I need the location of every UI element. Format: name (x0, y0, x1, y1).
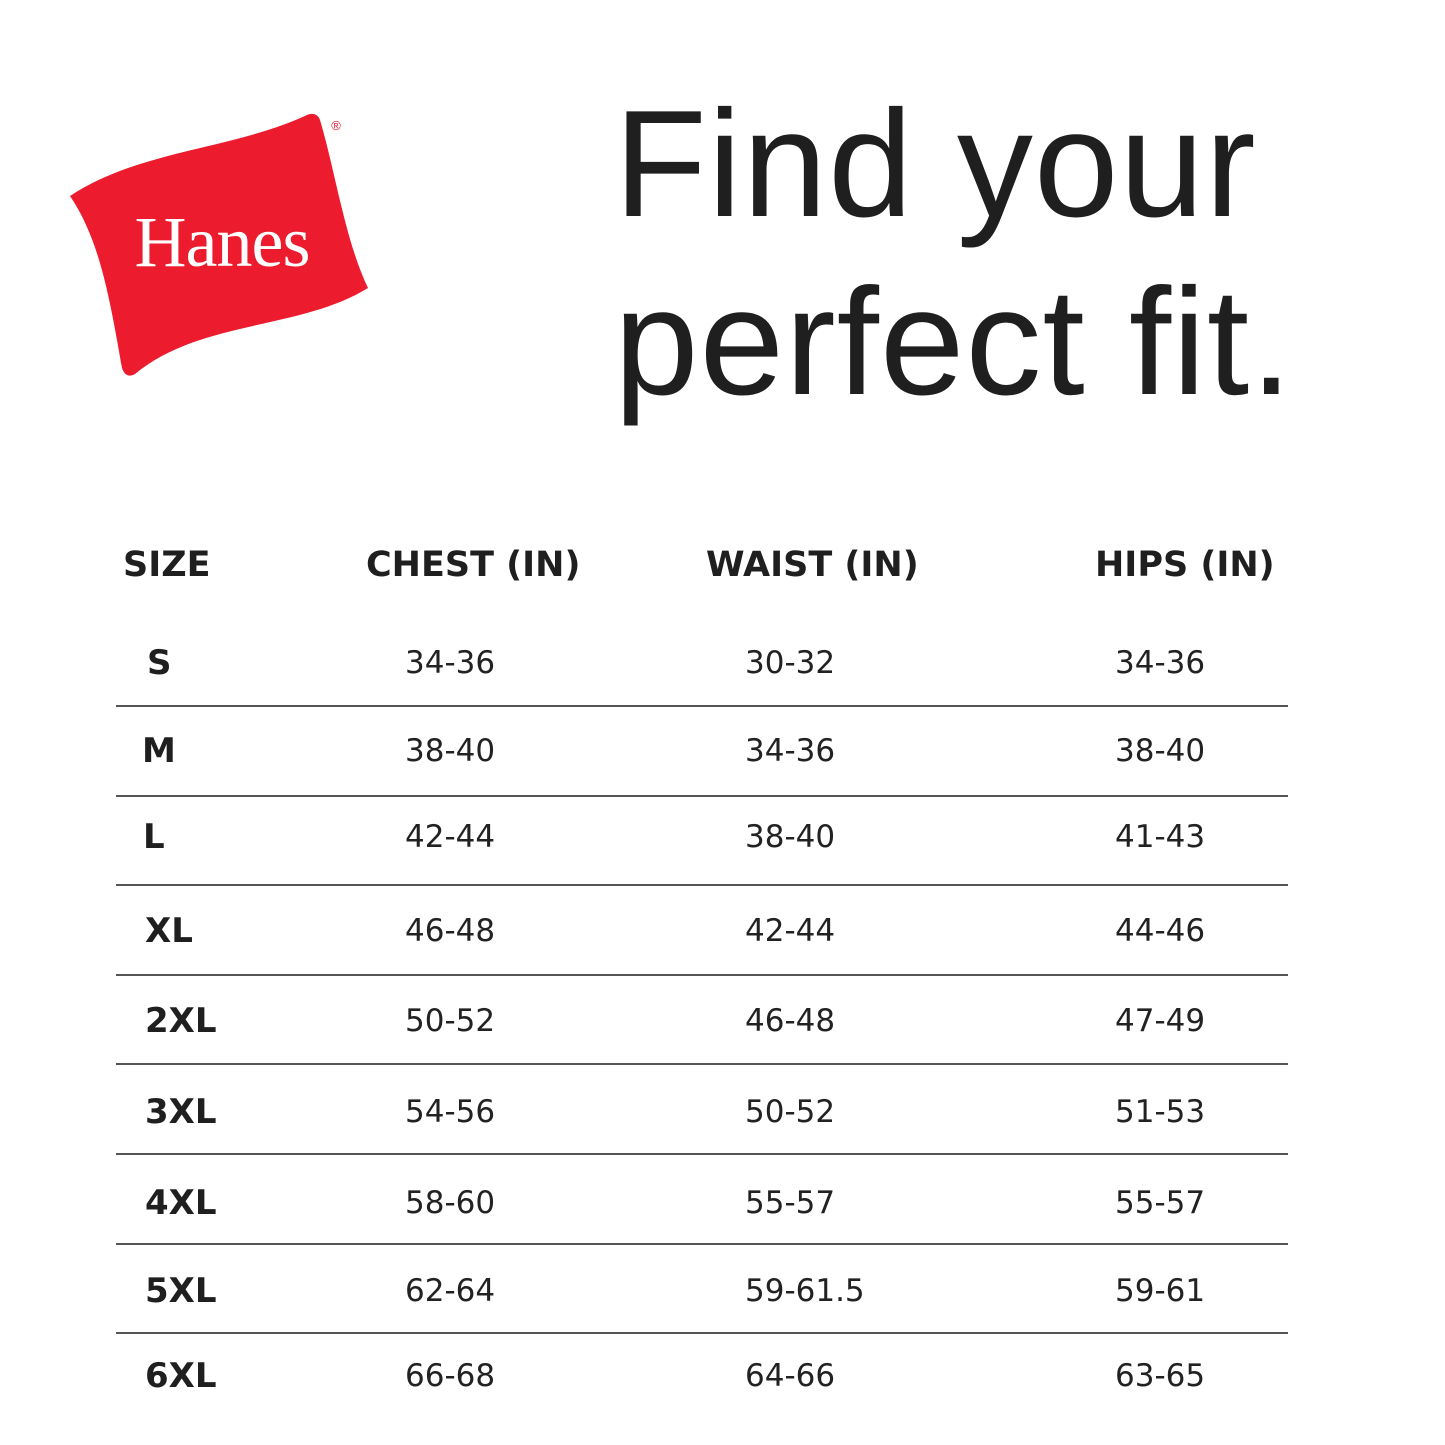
table-row: S 34-36 30-32 34-36 (0, 643, 1445, 683)
table-row: 3XL 54-56 50-52 51-53 (0, 1092, 1445, 1132)
hips-cell: 41-43 (1115, 819, 1206, 855)
row-divider (116, 1063, 1288, 1065)
hips-cell: 55-57 (1115, 1185, 1206, 1221)
waist-cell: 50-52 (745, 1094, 836, 1130)
row-divider (116, 705, 1288, 707)
header-chest: CHEST (IN) (366, 545, 581, 585)
waist-cell: 30-32 (745, 645, 836, 681)
chest-cell: 46-48 (405, 913, 496, 949)
waist-cell: 59-61.5 (745, 1273, 865, 1309)
table-row: XL 46-48 42-44 44-46 (0, 911, 1445, 951)
chest-cell: 66-68 (405, 1358, 496, 1394)
row-divider (116, 1243, 1288, 1245)
size-cell: M (142, 731, 176, 771)
table-row: 4XL 58-60 55-57 55-57 (0, 1183, 1445, 1223)
chest-cell: 62-64 (405, 1273, 496, 1309)
chest-cell: 58-60 (405, 1185, 496, 1221)
size-cell: L (143, 817, 165, 857)
row-divider (116, 1153, 1288, 1155)
chest-cell: 42-44 (405, 819, 496, 855)
headline-line-1: Find your (614, 79, 1257, 249)
size-cell: S (147, 643, 172, 683)
table-row: M 38-40 34-36 38-40 (0, 731, 1445, 771)
waist-cell: 55-57 (745, 1185, 836, 1221)
hips-cell: 59-61 (1115, 1273, 1206, 1309)
table-row: 2XL 50-52 46-48 47-49 (0, 1001, 1445, 1041)
hips-cell: 63-65 (1115, 1358, 1206, 1394)
header-waist: WAIST (IN) (706, 545, 919, 585)
header-size: SIZE (123, 545, 211, 585)
size-cell: 4XL (145, 1183, 217, 1223)
headline-line-2: perfect fit. (614, 257, 1294, 427)
row-divider (116, 974, 1288, 976)
waist-cell: 42-44 (745, 913, 836, 949)
row-divider (116, 884, 1288, 886)
header-hips: HIPS (IN) (1095, 545, 1275, 585)
hips-cell: 51-53 (1115, 1094, 1206, 1130)
size-cell: 3XL (145, 1092, 217, 1132)
waist-cell: 34-36 (745, 733, 836, 769)
svg-text:Hanes: Hanes (135, 202, 310, 282)
row-divider (116, 1332, 1288, 1334)
row-divider (116, 795, 1288, 797)
hips-cell: 34-36 (1115, 645, 1206, 681)
size-cell: XL (145, 911, 193, 951)
size-cell: 6XL (145, 1356, 217, 1396)
hips-cell: 38-40 (1115, 733, 1206, 769)
hanes-logo: Hanes ® (70, 113, 368, 376)
table-row: L 42-44 38-40 41-43 (0, 817, 1445, 857)
waist-cell: 38-40 (745, 819, 836, 855)
chest-cell: 34-36 (405, 645, 496, 681)
table-row: 6XL 66-68 64-66 63-65 (0, 1356, 1445, 1396)
waist-cell: 64-66 (745, 1358, 836, 1394)
size-cell: 2XL (145, 1001, 217, 1041)
chest-cell: 50-52 (405, 1003, 496, 1039)
chest-cell: 54-56 (405, 1094, 496, 1130)
hips-cell: 44-46 (1115, 913, 1206, 949)
svg-text:®: ® (331, 118, 341, 133)
size-cell: 5XL (145, 1271, 217, 1311)
table-row: 5XL 62-64 59-61.5 59-61 (0, 1271, 1445, 1311)
hips-cell: 47-49 (1115, 1003, 1206, 1039)
chest-cell: 38-40 (405, 733, 496, 769)
waist-cell: 46-48 (745, 1003, 836, 1039)
